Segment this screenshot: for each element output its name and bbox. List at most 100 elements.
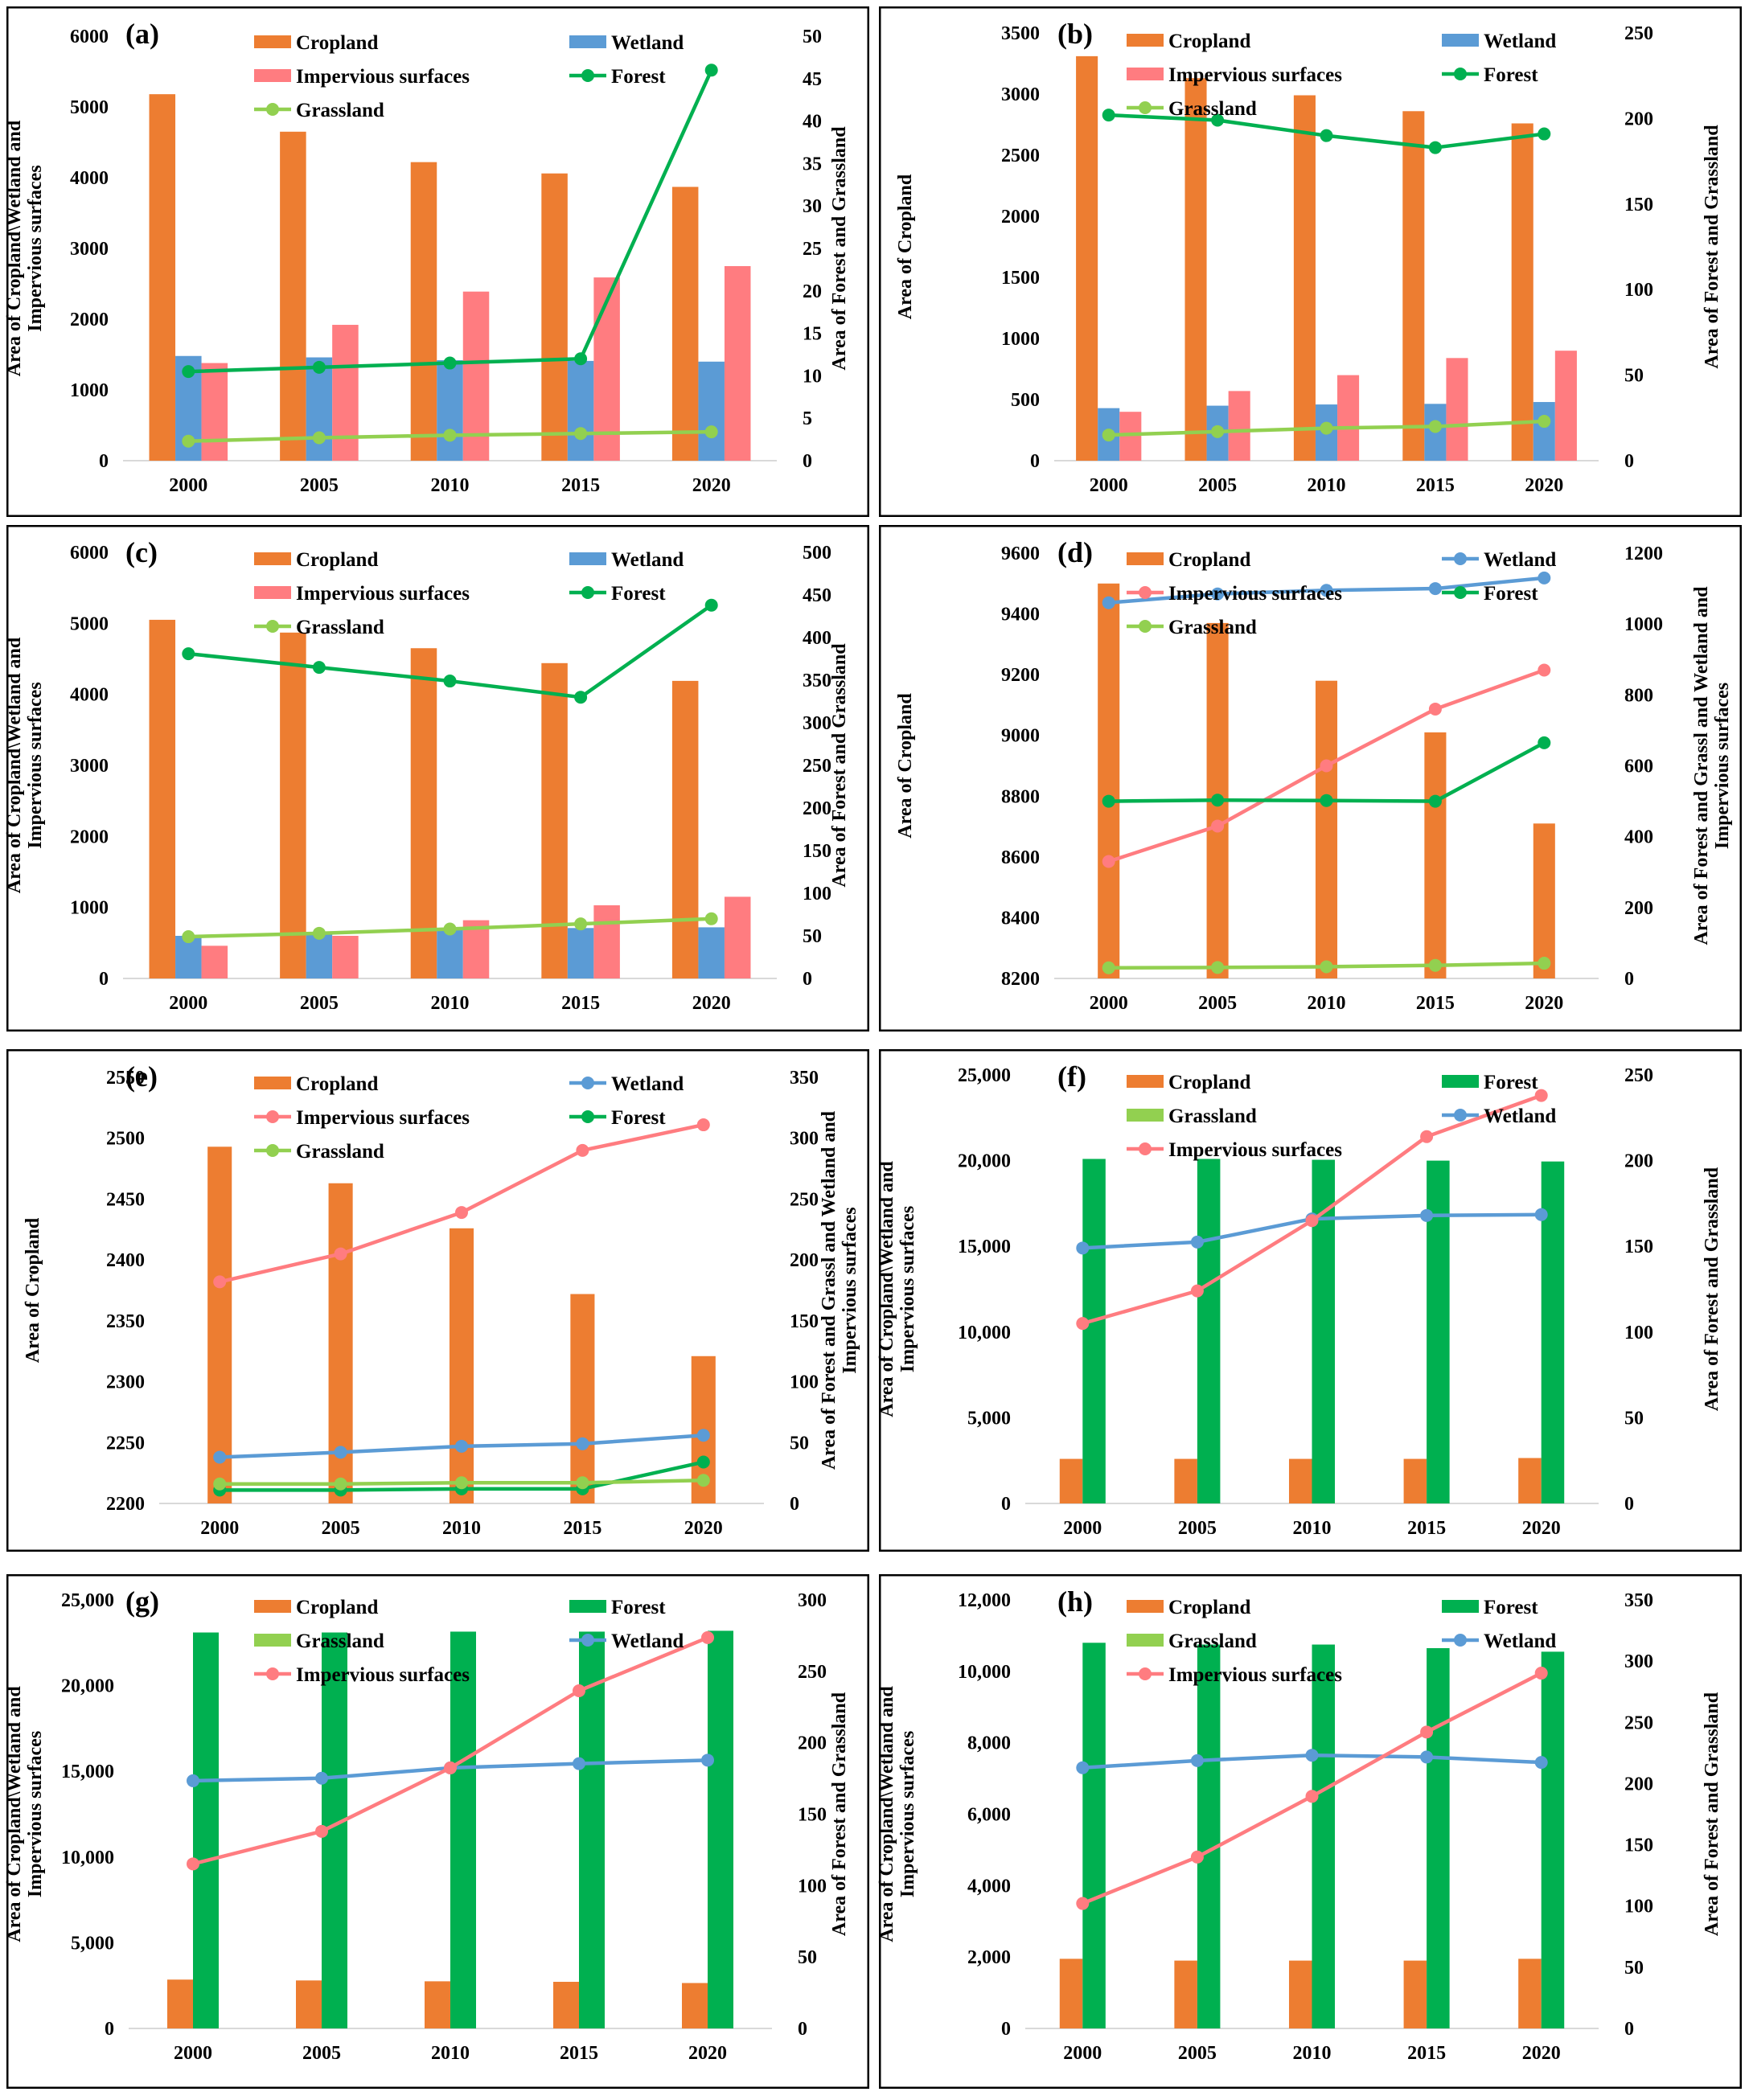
point-wetland: [573, 1757, 585, 1770]
point-wetland: [1428, 582, 1442, 596]
bar-cropland: [1403, 1458, 1427, 1503]
y-tick-label: 500: [1011, 390, 1040, 411]
panel-b: 0 500 1000 1500 2000 2500 3000 3500 0 50 100 150 200…: [879, 6, 1742, 517]
bar-cropland: [682, 1983, 708, 2028]
y-tick-label: 3000: [1001, 84, 1040, 105]
y2-tick-label: 0: [798, 2019, 807, 2040]
y-tick-label: 2350: [106, 1311, 145, 1332]
point-wetland: [1076, 1241, 1090, 1255]
legend-item-impervious-surfaces: Impervious surfaces: [1127, 583, 1342, 605]
y2-axis-title: Area of Forest and Grassland: [829, 643, 850, 888]
legend-item-wetland: Wetland: [1442, 1105, 1556, 1127]
point-impervious-surfaces: [315, 1824, 328, 1838]
y-tick-label: 2000: [1001, 207, 1040, 228]
point-impervious-surfaces: [1305, 1214, 1319, 1228]
x-tick-label: 2020: [1525, 475, 1563, 496]
y-axis-title: Area of Cropland: [23, 1217, 43, 1363]
y2-tick-label: 100: [1624, 280, 1653, 301]
legend-item-grassland: Grassland: [1127, 98, 1257, 120]
legend-item-grassland: Grassland: [254, 1141, 384, 1163]
legend-label: Impervious surfaces: [1168, 64, 1342, 86]
x-tick-label: 2005: [302, 2043, 341, 2064]
legend-label: Cropland: [1168, 31, 1250, 52]
legend-item-cropland: Cropland: [254, 32, 378, 54]
y-tick-label: 0: [1030, 451, 1040, 472]
x-tick-label: 2020: [1525, 993, 1563, 1014]
y-tick-label: 4000: [70, 685, 109, 706]
legend-marker: [1454, 1634, 1467, 1647]
y-tick-label: 3000: [70, 239, 109, 260]
bar-cropland: [410, 648, 437, 978]
legend-marker: [581, 1110, 594, 1123]
panel-label: (a): [125, 18, 159, 50]
y-tick-label: 9400: [1001, 605, 1040, 625]
legend-marker: [1139, 1142, 1152, 1155]
bar-impervious-surfaces: [201, 945, 228, 978]
legend-swatch: [254, 552, 291, 565]
x-tick-label: 2015: [1416, 993, 1455, 1014]
y-tick-label: 5,000: [71, 1933, 114, 1954]
y-axis-title: Area of Cropland\Wetland andImpervious s…: [4, 637, 46, 893]
y-tick-label: 2250: [106, 1433, 145, 1454]
legend-label: Cropland: [296, 32, 378, 54]
y-tick-label: 8200: [1001, 969, 1040, 990]
point-wetland: [1538, 571, 1551, 584]
legend-swatch: [1127, 34, 1164, 47]
y2-tick-label: 50: [798, 1947, 817, 1968]
legend-item-wetland: Wetland: [569, 1630, 684, 1652]
point-forest: [1320, 794, 1333, 807]
legend-item-impervious-surfaces: Impervious surfaces: [254, 1664, 470, 1686]
y2-tick-label: 30: [803, 196, 822, 217]
bar-cropland: [570, 1294, 595, 1503]
x-tick-label: 2010: [431, 2043, 470, 2064]
y2-tick-label: 250: [1624, 23, 1653, 44]
legend-item-forest: Forest: [1442, 1597, 1538, 1618]
bar-impervious-surfaces: [724, 266, 751, 461]
y2-tick-label: 200: [798, 1733, 827, 1754]
point-wetland: [1102, 596, 1115, 609]
point-forest: [182, 647, 195, 661]
y2-tick-label: 400: [803, 628, 831, 649]
y2-tick-label: 350: [1624, 1590, 1653, 1611]
point-impervious-surfaces: [213, 1275, 227, 1289]
y2-tick-label: 200: [1624, 898, 1653, 919]
y2-tick-label: 100: [803, 884, 831, 904]
y2-tick-label: 50: [803, 926, 822, 947]
y-tick-label: 6,000: [967, 1805, 1011, 1826]
x-tick-label: 2020: [1522, 1518, 1561, 1539]
y-tick-label: 2300: [106, 1372, 145, 1393]
legend-label: Impervious surfaces: [296, 1107, 470, 1129]
legend-label: Impervious surfaces: [1168, 1664, 1342, 1686]
legend-label: Cropland: [1168, 1072, 1250, 1093]
bar-cropland: [1098, 583, 1120, 978]
point-impervious-surfaces: [1190, 1284, 1204, 1298]
legend-label: Forest: [1484, 64, 1538, 86]
legend-label: Forest: [611, 583, 666, 605]
legend-item-grassland: Grassland: [1127, 1105, 1257, 1127]
legend-label: Impervious surfaces: [296, 66, 470, 88]
bar-forest: [708, 1630, 733, 2028]
bar-cropland: [1315, 680, 1338, 978]
legend-item-cropland: Cropland: [1127, 31, 1250, 52]
x-tick-label: 2000: [200, 1518, 239, 1539]
legend-swatch: [1127, 1634, 1164, 1647]
legend-marker: [266, 620, 279, 633]
bar-cropland: [671, 187, 699, 461]
y2-tick-label: 0: [1624, 969, 1634, 990]
legend-label: Cropland: [296, 1073, 378, 1095]
point-impervious-surfaces: [1211, 819, 1225, 833]
legend-label: Cropland: [1168, 1597, 1250, 1618]
legend-label: Wetland: [1484, 1105, 1556, 1127]
legend-swatch: [254, 69, 291, 82]
y-tick-label: 3000: [70, 756, 109, 777]
x-tick-label: 2015: [563, 1518, 601, 1539]
point-impervious-surfaces: [696, 1118, 710, 1132]
y2-tick-label: 15: [803, 324, 822, 345]
y2-axis-title: Area of Forest and Grassland: [1702, 1167, 1722, 1411]
legend-item-impervious-surfaces: Impervious surfaces: [1127, 1664, 1342, 1686]
y2-axis-title: Area of Forest and Grassland: [829, 126, 850, 371]
bar-impervious-surfaces: [1337, 375, 1360, 461]
y-tick-label: 2500: [106, 1129, 145, 1150]
bar-cropland: [149, 619, 176, 978]
panel-label: (f): [1057, 1060, 1086, 1093]
